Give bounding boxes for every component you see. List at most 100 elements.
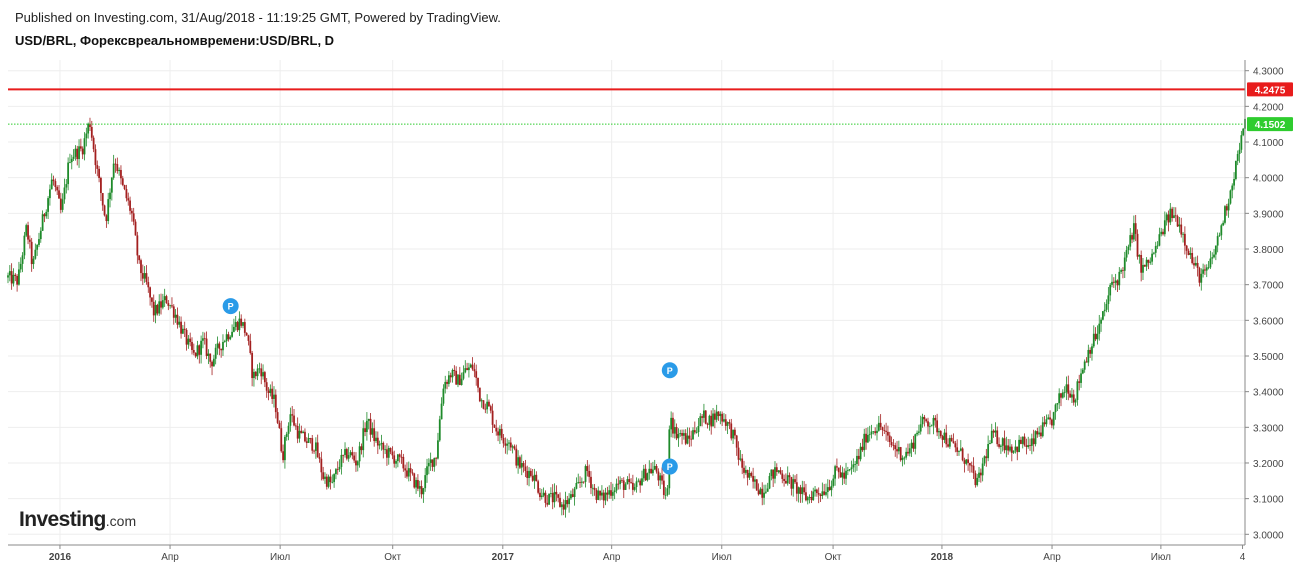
candle-body	[593, 487, 596, 490]
candle-body	[265, 382, 268, 391]
candle-body	[307, 438, 310, 443]
candle-body	[12, 274, 15, 284]
candle-body	[1196, 262, 1199, 268]
y-tick-label: 3.1000	[1253, 495, 1284, 506]
candle-body	[570, 494, 572, 499]
candle-body	[961, 448, 964, 461]
candle-body	[1034, 431, 1037, 445]
candle-body	[546, 502, 549, 505]
candle-body	[16, 275, 19, 285]
candle-body	[795, 482, 798, 494]
candle-body	[338, 466, 341, 470]
candle-body	[1224, 206, 1226, 223]
candle-body	[420, 486, 423, 495]
candle-body	[1145, 259, 1148, 267]
candle-body	[451, 369, 454, 378]
candle-body	[1200, 273, 1203, 283]
candle-body	[1202, 269, 1204, 274]
candle-body	[724, 419, 727, 426]
candle-body	[47, 198, 49, 212]
candle-body	[843, 472, 846, 479]
candle-body	[664, 494, 667, 496]
candle-body	[938, 431, 940, 433]
candle-body	[1238, 149, 1241, 155]
candle-body	[118, 169, 121, 172]
candle-body	[446, 381, 448, 384]
candle-body	[163, 296, 166, 301]
candle-body	[464, 368, 467, 373]
investing-logo[interactable]: Investing.com	[19, 508, 136, 532]
x-tick-label: Апр	[161, 552, 179, 563]
candle-body	[1060, 393, 1062, 398]
candle-body	[606, 492, 609, 495]
candle-body	[457, 374, 459, 385]
candle-body	[1007, 445, 1010, 451]
candle-body	[183, 328, 186, 330]
candle-body	[1134, 223, 1137, 234]
candle-body	[963, 460, 966, 464]
candle-body	[637, 480, 640, 482]
candle-body	[801, 487, 804, 495]
candle-body	[389, 447, 392, 452]
x-tick-label: 2018	[931, 552, 954, 563]
candle-body	[482, 400, 485, 409]
candle-body	[355, 460, 357, 466]
candle-body	[832, 478, 835, 486]
candle-body	[8, 271, 11, 276]
candle-body	[192, 349, 195, 353]
candle-body	[340, 454, 343, 467]
candle-body	[752, 475, 755, 482]
candle-body	[125, 189, 128, 199]
event-marker[interactable]: P	[661, 362, 678, 379]
candle-body	[1191, 253, 1194, 264]
candle-body	[1092, 333, 1095, 347]
candle-body	[209, 353, 212, 362]
candle-body	[396, 454, 399, 462]
candle-body	[786, 475, 789, 484]
candle-body	[311, 438, 314, 451]
candle-body	[331, 481, 334, 483]
candle-body	[989, 443, 991, 445]
candle-body	[631, 482, 634, 490]
candle-body	[486, 401, 489, 410]
event-marker[interactable]: P	[222, 298, 239, 315]
candle-body	[912, 442, 915, 449]
candle-body	[427, 462, 430, 467]
candle-body	[566, 500, 569, 505]
candle-body	[207, 353, 210, 356]
candle-body	[493, 424, 496, 428]
candle-body	[373, 428, 376, 442]
candle-body	[1072, 394, 1075, 403]
candle-body	[622, 480, 625, 490]
candle-body	[41, 214, 44, 231]
candle-body	[291, 414, 294, 416]
candle-body	[258, 368, 261, 370]
candle-body	[1120, 270, 1123, 272]
x-tick-label: Апр	[1043, 552, 1061, 563]
candle-body	[78, 146, 80, 160]
candle-body	[548, 493, 550, 505]
candle-body	[444, 381, 447, 389]
candle-body	[216, 343, 219, 348]
candle-body	[746, 469, 749, 478]
candle-body	[690, 438, 693, 440]
candle-body	[356, 461, 359, 466]
candle-body	[236, 322, 239, 331]
candle-body	[1138, 255, 1141, 257]
candle-body	[947, 444, 949, 447]
candle-body	[697, 426, 700, 433]
candle-body	[384, 449, 387, 451]
candle-body	[599, 490, 601, 496]
candle-body	[254, 371, 257, 377]
candle-body	[526, 470, 529, 478]
candle-body	[214, 347, 217, 359]
candle-body	[580, 481, 583, 483]
candle-body	[1233, 179, 1235, 186]
candle-body	[282, 451, 284, 461]
candle-body	[779, 470, 782, 474]
event-marker[interactable]: P	[661, 458, 678, 475]
candle-body	[1173, 215, 1175, 219]
candle-body	[908, 448, 911, 454]
candle-body	[203, 338, 206, 340]
